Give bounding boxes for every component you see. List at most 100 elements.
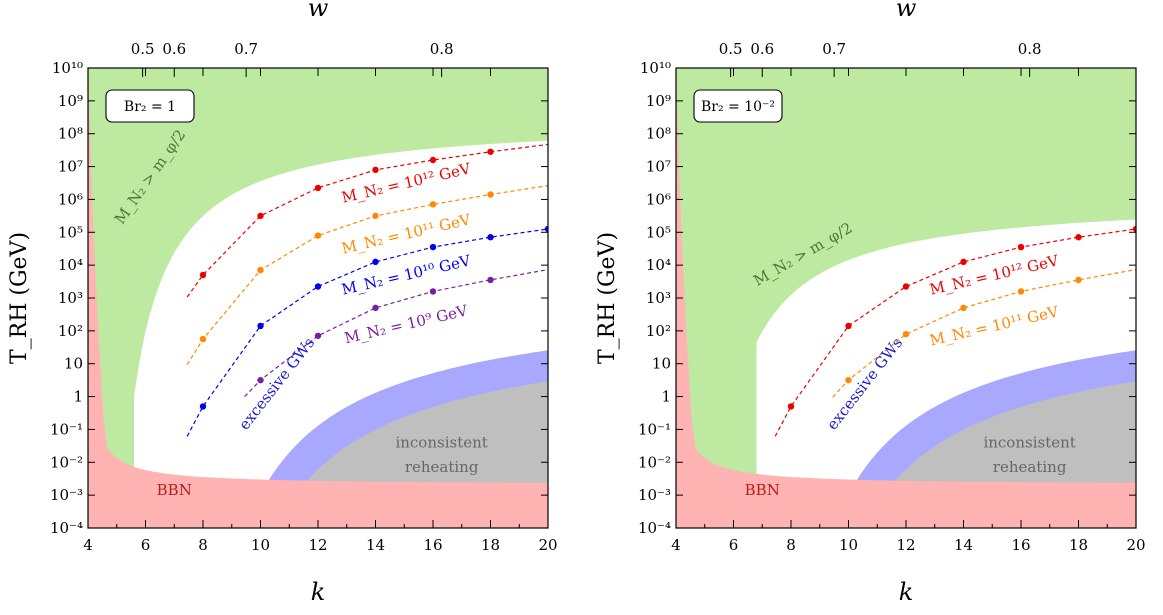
x-tick-label: 14 [954, 536, 973, 554]
y-tick-label: 10⁻³ [638, 486, 671, 504]
x-tick-label: 18 [1069, 536, 1088, 554]
x-tick-label: 12 [308, 536, 327, 554]
y-tick-label: 10¹⁰ [640, 59, 671, 77]
data-point [429, 156, 437, 164]
plot-area [88, 68, 548, 528]
data-point [1017, 243, 1025, 251]
data-point [199, 403, 207, 410]
x-tick-label: 20 [1126, 536, 1145, 554]
y-tick-label: 10⁹ [58, 92, 83, 110]
data-point [487, 191, 494, 198]
data-point [429, 243, 437, 251]
data-point [314, 283, 322, 290]
top-tick-label: 0.6 [162, 40, 186, 58]
top-tick-label: 0.8 [1018, 40, 1042, 58]
y-axis-label: T_RH (GeV) [7, 232, 32, 364]
y-axis-label: T_RH (GeV) [595, 232, 620, 364]
data-point [487, 234, 494, 241]
bbn-region [676, 68, 1136, 528]
data-point [845, 322, 852, 330]
chart-panel-left: 4 6 8 10 12 14 16 18 20 10⁻⁴ 10⁻³ 10⁻² 10⁻¹ 1 10 10² 10³… [7, 0, 558, 606]
data-point [902, 283, 910, 290]
data-point [1017, 288, 1025, 295]
x-tick-label: 6 [141, 536, 151, 554]
data-point [372, 166, 379, 174]
top-tick-label: 0.5 [131, 40, 155, 58]
data-point [1075, 276, 1082, 284]
data-point [314, 332, 322, 339]
data-point [372, 212, 379, 220]
br-label: Br₂ = 1 [124, 99, 176, 115]
y-tick-label: 10² [58, 322, 83, 340]
br-label: Br₂ = 10⁻² [701, 99, 775, 115]
x-tick-label: 14 [366, 536, 385, 554]
reheating-label: reheating [993, 458, 1067, 476]
y-tick-label: 10³ [58, 289, 83, 307]
y-tick-label: 10⁻⁴ [50, 519, 83, 537]
x-tick-label: 12 [896, 536, 915, 554]
bbn-label: BBN [157, 481, 192, 499]
x-axis-label: k [311, 578, 326, 606]
data-point [257, 266, 264, 274]
data-point [487, 148, 494, 155]
y-tick-label: 1 [661, 388, 671, 406]
y-tick-label: 10¹⁰ [52, 59, 83, 77]
data-point [960, 304, 967, 312]
data-point [372, 258, 379, 266]
data-point [314, 184, 322, 192]
y-tick-label: 10⁻¹ [638, 420, 671, 438]
y-tick-label: 10⁹ [646, 92, 671, 110]
bbn-region [88, 68, 548, 528]
y-tick-label: 10³ [646, 289, 671, 307]
data-point [429, 201, 437, 208]
y-tick-label: 10⁶ [58, 190, 83, 208]
y-tick-label: 10⁸ [646, 125, 671, 143]
top-tick-label: 0.7 [234, 40, 258, 58]
x-tick-label: 18 [481, 536, 500, 554]
y-tick-label: 10⁷ [646, 158, 671, 176]
data-point [1075, 234, 1082, 241]
y-tick-label: 10² [646, 322, 671, 340]
plot-area [676, 68, 1136, 528]
y-tick-label: 10⁵ [646, 223, 671, 241]
data-point [257, 322, 264, 330]
reheating-label: reheating [405, 458, 479, 476]
inconsistent-label: inconsistent [983, 434, 1075, 452]
data-point [960, 258, 967, 266]
inconsistent-label: inconsistent [395, 434, 487, 452]
top-axis-label: w [308, 0, 329, 22]
y-tick-label: 10⁵ [58, 223, 83, 241]
top-tick-label: 0.5 [719, 40, 743, 58]
y-tick-label: 1 [73, 388, 83, 406]
top-tick-label: 0.8 [430, 40, 454, 58]
y-tick-label: 10 [64, 355, 83, 373]
x-tick-label: 10 [251, 536, 270, 554]
y-tick-label: 10⁴ [58, 256, 83, 274]
x-tick-label: 8 [786, 536, 796, 554]
y-tick-label: 10⁻² [50, 453, 83, 471]
y-tick-label: 10⁻² [638, 453, 671, 471]
data-point [1132, 225, 1136, 233]
y-tick-label: 10⁻³ [50, 486, 83, 504]
x-tick-label: 20 [538, 536, 557, 554]
x-tick-label: 16 [1011, 536, 1030, 554]
data-point [787, 403, 795, 410]
data-point [257, 376, 264, 384]
y-tick-label: 10⁶ [646, 190, 671, 208]
series-line [186, 185, 548, 366]
x-tick-label: 4 [671, 536, 681, 554]
data-point [199, 335, 207, 343]
x-tick-label: 10 [839, 536, 858, 554]
data-point [314, 232, 322, 239]
y-tick-label: 10⁻¹ [50, 420, 83, 438]
y-tick-label: 10⁷ [58, 158, 83, 176]
data-point [257, 212, 264, 220]
y-tick-label: 10 [652, 355, 671, 373]
series-line [186, 228, 548, 437]
top-tick-label: 0.6 [750, 40, 774, 58]
br-label-box [693, 89, 783, 123]
x-tick-label: 16 [423, 536, 442, 554]
bbn-label: BBN [745, 481, 780, 499]
data-point [902, 330, 910, 338]
